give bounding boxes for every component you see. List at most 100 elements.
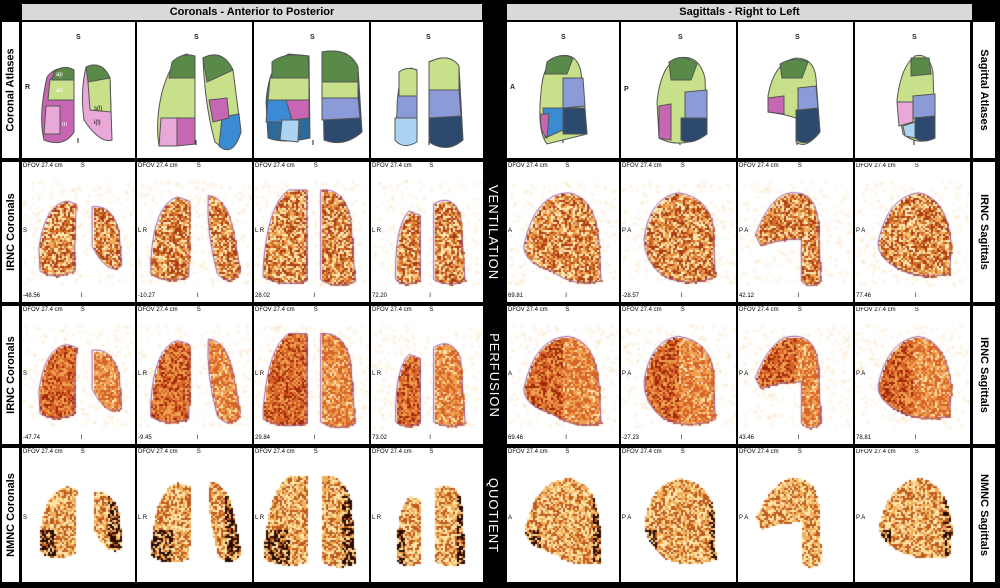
- orient-inferior: I: [565, 293, 567, 299]
- dfov-label: DFOV 27.4 cm: [372, 307, 412, 313]
- orient-left-marker: A: [508, 227, 513, 234]
- orient-left-marker: P A: [622, 515, 632, 521]
- dfov-label: DFOV 27.4 cm: [372, 449, 412, 455]
- slice-position: 43.46: [739, 435, 755, 441]
- orient-superior: S: [565, 163, 570, 169]
- scan-image: [137, 162, 252, 302]
- scan-image: [621, 448, 736, 582]
- scan-image: [371, 162, 483, 302]
- dfov-label: DFOV 27.4 cm: [622, 449, 662, 455]
- row-label-nmnc-coronals: NMNC Coronals: [2, 448, 19, 582]
- coronal-header: Coronals - Anterior to Posterior: [22, 4, 482, 20]
- orient-left-marker: L R: [255, 227, 265, 234]
- atlas-coronal-4: S I: [371, 22, 483, 158]
- orient-left-marker: L R: [372, 227, 382, 234]
- orient-superior: S: [313, 307, 318, 313]
- row-label-coronal-atlases: Coronal Atlases: [2, 22, 19, 158]
- orient-left-marker: L R: [138, 515, 148, 521]
- perfusion-scan-8: DFOV 27.4 cm S I P A 78.81: [855, 306, 970, 444]
- orient-superior: S: [429, 307, 434, 313]
- ventilation-scan-3: DFOV 27.4 cm S I L R 28.02: [254, 162, 369, 302]
- orient-superior: S: [797, 163, 802, 169]
- slice-position: -9.45: [138, 435, 152, 441]
- quotient-scan-3: DFOV 27.4 cm S L R: [254, 448, 369, 582]
- orient-superior: S: [565, 307, 570, 313]
- orient-left-marker: P A: [739, 370, 749, 377]
- orient-left-marker: S: [23, 227, 28, 234]
- dfov-label: DFOV 27.4 cm: [23, 163, 63, 169]
- scan-image: [738, 162, 853, 302]
- slice-position: 69.46: [508, 435, 524, 441]
- scan-image: [738, 448, 853, 582]
- dfov-label: DFOV 27.4 cm: [739, 163, 779, 169]
- orient-superior: S: [196, 163, 201, 169]
- slice-position: 78.81: [856, 435, 872, 441]
- orient-superior: S: [680, 163, 685, 169]
- sagittal-header: Sagittals - Right to Left: [507, 4, 972, 20]
- slice-position: -28.57: [622, 293, 640, 299]
- ventilation-scan-6: DFOV 27.4 cm S I P A -28.57: [621, 162, 736, 302]
- orient-left-marker: L R: [255, 515, 265, 521]
- scan-image: [22, 448, 135, 582]
- dfov-label: DFOV 27.4 cm: [739, 307, 779, 313]
- dfov-label: DFOV 27.4 cm: [138, 307, 178, 313]
- atlas-sagittal-3: S I: [738, 22, 853, 158]
- orient-superior: S: [797, 449, 802, 455]
- slice-position: 42.12: [739, 293, 755, 299]
- slice-position: -48.56: [23, 293, 41, 299]
- scan-image: [254, 162, 369, 302]
- quotient-scan-7: DFOV 27.4 cm S P A: [738, 448, 853, 582]
- orient-superior: S: [80, 307, 85, 313]
- orient-left-marker: P A: [622, 227, 632, 234]
- orient-inferior: I: [313, 293, 316, 299]
- dfov-label: DFOV 27.4 cm: [255, 307, 295, 313]
- orient-left-marker: L R: [372, 370, 382, 377]
- dfov-label: DFOV 27.4 cm: [622, 163, 662, 169]
- scan-image: [738, 306, 853, 444]
- slice-position: 28.02: [255, 293, 271, 299]
- orient-left-marker: P A: [739, 227, 749, 234]
- dfov-label: DFOV 27.4 cm: [138, 163, 178, 169]
- orient-inferior: I: [797, 435, 800, 441]
- orient-left-marker: L R: [255, 370, 265, 377]
- orient-superior: S: [797, 307, 802, 313]
- atlas-sagittal-4: S I: [855, 22, 970, 158]
- atlas-coronal-3: S I: [254, 22, 369, 158]
- orient-inferior: I: [797, 293, 800, 299]
- scan-image: [137, 306, 252, 444]
- orient-inferior: I: [80, 435, 83, 441]
- orient-superior: S: [196, 307, 201, 313]
- dfov-label: DFOV 27.4 cm: [23, 449, 63, 455]
- dfov-label: DFOV 27.4 cm: [856, 307, 896, 313]
- scan-image: [254, 448, 369, 582]
- orient-superior: S: [914, 449, 919, 455]
- dfov-label: DFOV 27.4 cm: [622, 307, 662, 313]
- dfov-label: DFOV 27.4 cm: [23, 307, 63, 313]
- scan-image: [22, 162, 135, 302]
- orient-inferior: I: [313, 435, 316, 441]
- orient-left-marker: P A: [622, 370, 632, 377]
- scan-image: [507, 162, 619, 302]
- row-label-irnc-sagittals-perf: IRNC Sagittals: [973, 306, 995, 444]
- middle-label-quotient: QUOTIENT: [486, 477, 502, 553]
- orient-inferior: I: [565, 435, 567, 441]
- scan-image: [254, 306, 369, 444]
- scan-image: [621, 306, 736, 444]
- scan-image: [371, 306, 483, 444]
- dfov-label: DFOV 27.4 cm: [856, 449, 896, 455]
- dfov-label: DFOV 27.4 cm: [138, 449, 178, 455]
- slice-position: 29.84: [255, 435, 271, 441]
- orient-left-marker: L R: [138, 370, 148, 377]
- orient-superior: S: [565, 449, 570, 455]
- orient-left-marker: P A: [856, 370, 866, 377]
- quotient-scan-6: DFOV 27.4 cm S P A: [621, 448, 736, 582]
- dfov-label: DFOV 27.4 cm: [508, 307, 548, 313]
- orient-inferior: I: [429, 435, 431, 441]
- orient-superior: S: [313, 163, 318, 169]
- orient-superior: S: [196, 449, 201, 455]
- orient-left-marker: P A: [856, 515, 866, 521]
- ventilation-scan-8: DFOV 27.4 cm S I P A 77.46: [855, 162, 970, 302]
- scan-image: [621, 162, 736, 302]
- dfov-label: DFOV 27.4 cm: [255, 163, 295, 169]
- scan-image: [507, 306, 619, 444]
